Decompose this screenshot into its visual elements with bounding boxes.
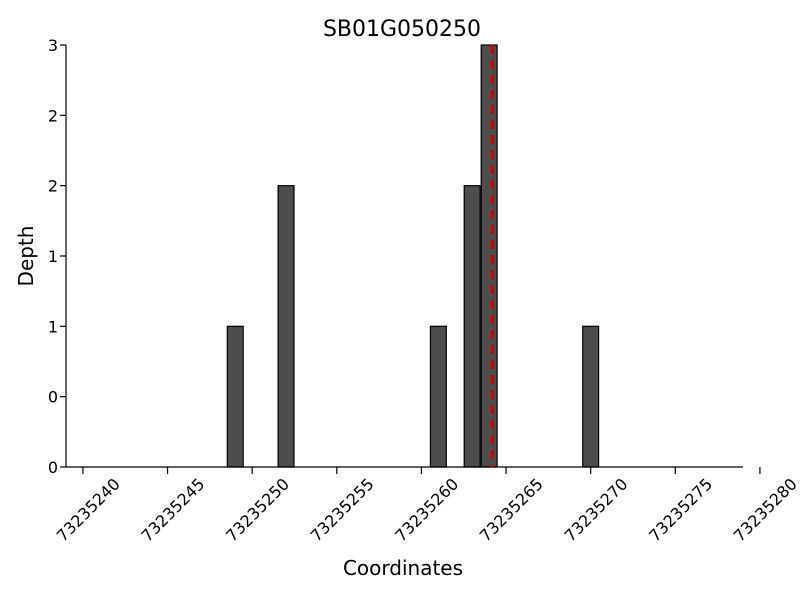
y-tick-label: 2 [48, 106, 58, 125]
x-tick-label: 73235275 [645, 474, 716, 545]
bar-73235270 [582, 325, 600, 468]
x-tick-label: 73235240 [53, 474, 124, 545]
y-tick-label: 0 [48, 388, 58, 407]
bar-73235263 [463, 185, 481, 468]
x-tick-label: 73235280 [730, 474, 800, 545]
x-tick-label: 73235260 [391, 474, 462, 545]
y-tick-label: 1 [48, 247, 58, 266]
x-tick-label: 73235250 [222, 474, 293, 545]
y-tick-label: 1 [48, 317, 58, 336]
y-tick-label: 3 [48, 36, 58, 55]
y-tick-label: 0 [48, 458, 58, 477]
chart-title: SB01G050250 [323, 17, 481, 42]
x-tick-label: 73235245 [137, 474, 208, 545]
x-tick-label: 73235265 [476, 474, 547, 545]
bar-73235264 [480, 44, 498, 468]
bar-73235261 [429, 325, 447, 468]
x-tick-label: 73235270 [561, 474, 632, 545]
x-tick-label: 73235255 [307, 474, 378, 545]
y-axis-title: Depth [14, 226, 38, 287]
bar-73235252 [277, 185, 295, 468]
x-axis-title: Coordinates [343, 556, 463, 580]
bar-73235249 [226, 325, 244, 468]
y-tick-label: 2 [48, 177, 58, 196]
